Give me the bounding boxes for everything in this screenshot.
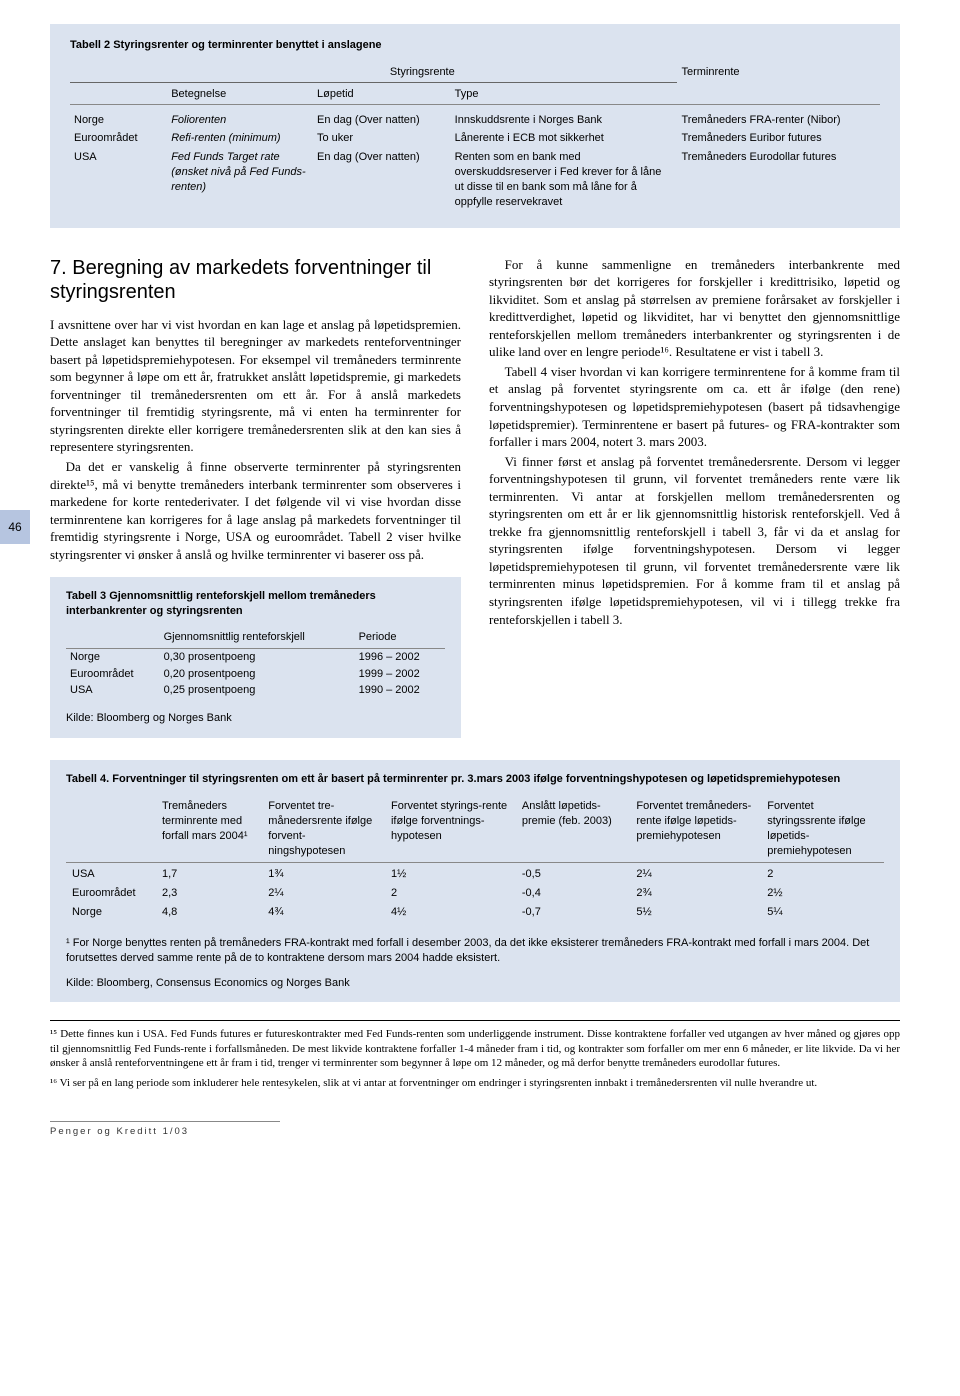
body-paragraph: Vi finner først et anslag på forventet t… <box>489 453 900 628</box>
right-column: For å kunne sammenligne en tremåneders i… <box>489 256 900 739</box>
table-4-source: Kilde: Bloomberg, Consensus Economics og… <box>66 976 884 991</box>
body-paragraph: I avsnittene over har vi vist hvordan en… <box>50 316 461 456</box>
table-2-betegnelse: Refi-renten (minimum) <box>171 132 280 144</box>
table-2-country: Euroområdet <box>70 129 167 148</box>
table-3: Tabell 3 Gjennomsnittlig renteforskjell … <box>50 577 461 738</box>
page: Tabell 2 Styringsrenter og terminrenter … <box>0 0 960 1162</box>
table-2-terminrente: Tremåneders Eurodollar futures <box>677 148 880 211</box>
table-2-type: Renten som en bank med overskuddsreserve… <box>451 148 678 211</box>
table-4-cell: -0,7 <box>516 903 631 922</box>
table-3-header: Gjennomsnittlig renteforskjell <box>160 629 355 648</box>
table-4-cell: 1¾ <box>262 863 385 884</box>
table-2-col-betegnelse: Betegnelse <box>167 82 313 104</box>
table-2-col-type: Type <box>451 82 678 104</box>
table-4-header: Forventet tre-månedersrente ifølge forve… <box>262 797 385 863</box>
table-4-header: Tremåneders terminrente med forfall mars… <box>156 797 262 863</box>
table-3-header <box>66 629 160 648</box>
table-3-header: Periode <box>355 629 445 648</box>
table-3-cell: 1996 – 2002 <box>355 648 445 665</box>
table-2-betegnelse: Fed Funds Target rate (ønsket nivå på Fe… <box>171 151 306 193</box>
table-4-cell: 2¼ <box>262 884 385 903</box>
table-3-source: Kilde: Bloomberg og Norges Bank <box>66 711 445 726</box>
table-4-cell: 2½ <box>761 884 884 903</box>
table-4-cell: 2¼ <box>630 863 761 884</box>
table-2-lopetid: En dag (Over natten) <box>313 104 451 129</box>
table-2-table: Styringsrente Terminrente Betegnelse Løp… <box>70 63 880 212</box>
table-2-type: Lånerente i ECB mot sikkerhet <box>451 129 678 148</box>
table-2-group-terminrente: Terminrente <box>677 63 880 82</box>
table-2-country: Norge <box>70 104 167 129</box>
table-2-country: USA <box>70 148 167 211</box>
table-3-cell: 1990 – 2002 <box>355 682 445 699</box>
table-4-cell: 1,7 <box>156 863 262 884</box>
table-2: Tabell 2 Styringsrenter og terminrenter … <box>50 24 900 228</box>
table-3-cell: USA <box>66 682 160 699</box>
body-paragraph: For å kunne sammenligne en tremåneders i… <box>489 256 900 361</box>
table-4-cell: -0,5 <box>516 863 631 884</box>
footnotes: ¹⁵ Dette finnes kun i USA. Fed Funds fut… <box>50 1020 900 1090</box>
body-paragraph: Tabell 4 viser hvordan vi kan korrigere … <box>489 363 900 451</box>
left-column: 7. Beregning av markedets forventninger … <box>50 256 461 739</box>
table-2-terminrente: Tremåneders Euribor futures <box>677 129 880 148</box>
running-footer: Penger og Kreditt 1/03 <box>50 1121 280 1139</box>
table-2-terminrente: Tremåneders FRA-renter (Nibor) <box>677 104 880 129</box>
table-4-cell: 5½ <box>630 903 761 922</box>
table-2-lopetid: To uker <box>313 129 451 148</box>
table-3-cell: 0,20 prosentpoeng <box>160 666 355 683</box>
body-columns: 7. Beregning av markedets forventninger … <box>50 256 900 739</box>
table-4-footnote: ¹ For Norge benyttes renten på tremånede… <box>66 936 884 966</box>
table-3-cell: Norge <box>66 648 160 665</box>
table-2-title: Tabell 2 Styringsrenter og terminrenter … <box>70 38 880 53</box>
footnote: ¹⁵ Dette finnes kun i USA. Fed Funds fut… <box>50 1027 900 1070</box>
table-2-lopetid: En dag (Over natten) <box>313 148 451 211</box>
table-4-cell: USA <box>66 863 156 884</box>
table-4-cell: Euroområdet <box>66 884 156 903</box>
table-4-cell: -0,4 <box>516 884 631 903</box>
table-3-cell: 1999 – 2002 <box>355 666 445 683</box>
table-4-cell: 5¼ <box>761 903 884 922</box>
table-4-cell: 4,8 <box>156 903 262 922</box>
table-4-cell: 2,3 <box>156 884 262 903</box>
table-2-type: Innskuddsrente i Norges Bank <box>451 104 678 129</box>
table-3-table: Gjennomsnittlig renteforskjell Periode N… <box>66 629 445 699</box>
table-4-table: Tremåneders terminrente med forfall mars… <box>66 797 884 922</box>
table-4-cell: 2 <box>761 863 884 884</box>
page-number-tab: 46 <box>0 510 30 544</box>
table-4-cell: 2 <box>385 884 516 903</box>
table-2-group-styringsrente: Styringsrente <box>167 63 677 82</box>
section-heading: 7. Beregning av markedets forventninger … <box>50 256 461 304</box>
table-3-title: Tabell 3 Gjennomsnittlig renteforskjell … <box>66 589 445 619</box>
table-4-header: Forventet styrings-rente ifølge forventn… <box>385 797 516 863</box>
table-4-cell: 4½ <box>385 903 516 922</box>
table-3-cell: Euroområdet <box>66 666 160 683</box>
body-paragraph: Da det er vanskelig å finne observerte t… <box>50 458 461 563</box>
table-4: Tabell 4. Forventninger til styringsrent… <box>50 760 900 1002</box>
table-4-cell: 4¾ <box>262 903 385 922</box>
table-4-cell: Norge <box>66 903 156 922</box>
table-3-cell: 0,25 prosentpoeng <box>160 682 355 699</box>
table-4-header: Anslått løpetids-premie (feb. 2003) <box>516 797 631 863</box>
table-3-cell: 0,30 prosentpoeng <box>160 648 355 665</box>
footnote: ¹⁶ Vi ser på en lang periode som inklude… <box>50 1076 900 1090</box>
table-2-col-lopetid: Løpetid <box>313 82 451 104</box>
table-4-header: Forventet tremåneders-rente ifølge løpet… <box>630 797 761 863</box>
table-2-betegnelse: Foliorenten <box>171 114 226 126</box>
table-4-cell: 1½ <box>385 863 516 884</box>
table-4-header <box>66 797 156 863</box>
table-4-header: Forventet styringssrente ifølge løpetids… <box>761 797 884 863</box>
table-4-title: Tabell 4. Forventninger til styringsrent… <box>66 772 884 787</box>
table-4-cell: 2¾ <box>630 884 761 903</box>
